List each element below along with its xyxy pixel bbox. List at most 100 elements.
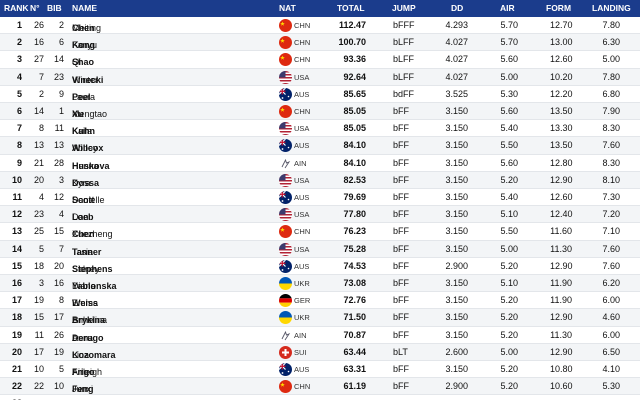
table-row[interactable]: 22 22 10 Feng Junxi CHN 61.19 bFF 2.900 5.20 10.6… <box>0 378 640 396</box>
header-form[interactable]: FORM <box>546 3 572 13</box>
table-row[interactable]: 14 5 7 Tanner Tasia USA 75.28 bFF 3.150 5.00 11.3… <box>0 240 640 258</box>
air-score: 5.10 <box>500 278 518 288</box>
header-bib[interactable]: BIB <box>47 3 62 13</box>
table-row[interactable]: 17 19 8 Weiss Emma GER 72.76 bFF 3.150 5.20 11.90… <box>0 292 640 310</box>
usa-flag-icon <box>279 242 292 256</box>
athlete-surname: Yablonska <box>72 281 117 291</box>
header-dd[interactable]: DD <box>451 3 464 13</box>
table-row[interactable]: 11 4 12 Scott Danielle AUS 79.69 bFF 3.150 5.40 1… <box>0 189 640 207</box>
table-row[interactable]: 5 2 9 Peel Laura AUS 85.65 bdFF 3.525 5.30 12.20 6… <box>0 86 640 103</box>
table-row[interactable]: 21 10 5 Frigo Airleigh AUS 63.31 bFF 3.150 5.20 1… <box>0 361 640 379</box>
athlete-given-name: Emma <box>72 298 99 309</box>
table-row[interactable]: 8 13 13 Willcox Abbey AUS 84.10 bFF 3.150 5.50 13… <box>0 137 640 155</box>
table-row[interactable]: 19 11 26 Derugo Anna AIN 70.87 bFF 3.150 5.20 11.… <box>0 327 640 344</box>
bib-cell: 10 <box>53 381 64 392</box>
table-row[interactable]: 9 21 28 Huskova Hanna AIN 84.10 bFF 3.150 5.60 12… <box>0 155 640 172</box>
table-header: RANK N° BIB NAME NAT TOTAL JUMP DD AIR F… <box>0 0 640 17</box>
degree-of-difficulty: 4.027 <box>445 71 468 82</box>
table-row[interactable]: 10 20 3 Dossa Kyra USA 82.53 bFF 3.150 5.20 12.90… <box>0 171 640 189</box>
form-score: 12.90 <box>550 260 573 271</box>
athlete-given-name: Diana <box>72 281 96 291</box>
total-score: 63.31 <box>343 364 366 374</box>
form-score: 12.90 <box>550 312 573 323</box>
nation-code: AUS <box>294 141 310 151</box>
table-row[interactable]: 6 14 1 Xu Mengtao CHN 85.05 bFF 3.150 5.60 13.50 7… <box>0 103 640 121</box>
jump-code: bFF <box>393 260 410 271</box>
total-score: 79.69 <box>343 192 366 202</box>
nation-code: CHN <box>294 107 311 116</box>
athlete-surname: Dossa <box>72 177 100 188</box>
nation-code: USA <box>294 175 310 185</box>
landing-score: 7.30 <box>602 192 620 202</box>
degree-of-difficulty: 4.027 <box>445 37 468 48</box>
air-score: 5.70 <box>500 20 518 30</box>
table-row[interactable]: 23 <box>0 395 640 400</box>
header-name[interactable]: NAME <box>72 3 98 13</box>
landing-score: 6.00 <box>602 329 620 340</box>
nation-code: CHN <box>294 38 311 48</box>
form-score: 13.00 <box>550 37 573 48</box>
table-row[interactable]: 13 25 15 Chen Xuezheng CHN 76.23 bFF 3.150 5.50 1… <box>0 223 640 241</box>
bib-cell: 19 <box>53 346 64 357</box>
usa-flag-icon <box>279 122 292 136</box>
table-row[interactable]: 18 15 17 Brykina Anhelina UKR 71.50 bFF 3.150 5.… <box>0 309 640 327</box>
header-landing[interactable]: LANDING <box>592 3 631 13</box>
bib-cell: 13 <box>53 140 64 151</box>
jump-code: bFF <box>393 329 410 340</box>
header-air[interactable]: AIR <box>500 3 515 13</box>
table-row[interactable]: 16 3 16 Yablonska Diana UKR 73.08 bFF 3.150 5.10… <box>0 275 640 293</box>
table-row[interactable]: 15 18 20 Stephens Sidney AUS 74.53 bFF 2.900 5.2… <box>0 258 640 275</box>
athlete-given-name: Junxi <box>72 384 94 395</box>
table-row[interactable]: 7 8 11 Kuhn Kaila USA 85.05 bFF 3.150 5.40 13.30 8… <box>0 120 640 138</box>
degree-of-difficulty: 3.150 <box>445 106 468 116</box>
table-row[interactable]: 4 7 23 Vinecki Winter USA 92.64 bLFF 4.027 5.00 1… <box>0 68 640 86</box>
rank-cell: 15 <box>11 260 22 271</box>
rank-cell: 19 <box>11 329 22 340</box>
table-row[interactable]: 3 27 14 Shao Qi CHN 93.36 bLFF 4.027 5.60 12.60 5.… <box>0 51 640 69</box>
landing-score: 7.60 <box>602 243 620 254</box>
start-number-cell: 10 <box>33 364 44 374</box>
athlete-surname: Vinecki <box>72 74 104 85</box>
athlete-given-name: Fanyu <box>72 40 98 51</box>
header-nat[interactable]: NAT <box>279 3 296 13</box>
start-number-cell: 25 <box>33 226 44 237</box>
total-score: 77.80 <box>343 209 366 220</box>
athlete-given-name: Abbey <box>72 143 98 154</box>
bib-cell: 8 <box>58 295 64 306</box>
form-score: 12.70 <box>550 20 573 30</box>
athlete-given-name: Xuezheng <box>72 229 113 240</box>
form-score: 10.20 <box>550 71 573 82</box>
start-number-cell: 7 <box>38 71 44 82</box>
header-total[interactable]: TOTAL <box>337 3 365 13</box>
start-number-cell: 5 <box>38 243 44 254</box>
total-score: 85.05 <box>343 123 366 134</box>
jump-code: bFF <box>393 278 410 288</box>
start-number-cell: 23 <box>33 209 44 220</box>
table-row[interactable]: 2 16 6 Kong Fanyu CHN 100.70 bLFF 4.027 5.70 13.0… <box>0 34 640 52</box>
jump-code: bFF <box>393 192 410 202</box>
degree-of-difficulty: 3.150 <box>445 364 468 374</box>
header-jump[interactable]: JUMP <box>392 3 416 13</box>
china-flag-icon <box>279 53 292 67</box>
nation-code: AIN <box>294 158 307 168</box>
degree-of-difficulty: 4.027 <box>445 54 468 65</box>
nation-code: USA <box>294 210 310 220</box>
total-score: 74.53 <box>343 260 366 271</box>
header-rank[interactable]: RANK <box>4 3 29 13</box>
jump-code: bFF <box>393 243 410 254</box>
table-row[interactable]: 12 23 4 Loeb Dani USA 77.80 bFF 3.150 5.10 12.40 7… <box>0 206 640 224</box>
nation-code: CHN <box>294 55 311 65</box>
jump-code: bFF <box>393 209 410 220</box>
form-score: 11.90 <box>550 278 572 288</box>
table-row[interactable]: 1 26 2 Chen Meiting CHN 112.47 bFFF 4.293 5.70 12… <box>0 17 640 35</box>
degree-of-difficulty: 3.150 <box>445 123 468 134</box>
total-score: 93.36 <box>343 54 366 65</box>
jump-code: bLFF <box>393 37 415 48</box>
australia-flag-icon <box>279 259 292 273</box>
bib-cell: 16 <box>53 278 64 288</box>
header-no[interactable]: N° <box>30 3 40 13</box>
table-row[interactable]: 20 17 19 Kozomara Lina SUI 63.44 bLT 2.600 5.00 1… <box>0 343 640 361</box>
air-score: 5.50 <box>500 140 518 151</box>
rank-cell: 20 <box>11 346 22 357</box>
form-score: 11.60 <box>550 226 572 237</box>
